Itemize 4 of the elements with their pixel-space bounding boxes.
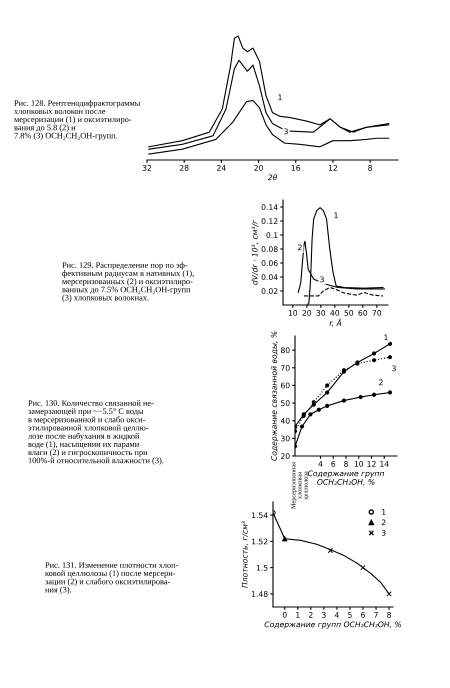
text: Рис. 130. Количество связанной не- замерзающей при ~−5.5° C воды в мерсеризованной и слабо окси- этилированной хлопковой целлю- лозе после набухания в жидкой воде (1), насыщении их парами влаги (2) и гигроскопичность при 100%-й относительной влажности (3).: [28, 400, 164, 465]
text: Рис. 131. Изменение плотности хлоп- ковой целлюлозы (1) после мерсери- зации (2) и слабого оксиэтилирова- ния (3).: [45, 562, 178, 594]
text: Рис. 129. Распределение пор по эф- фективным радиусам в нативных (1), мерсеризованных (2) и оксиэтилиро- ванных до 7.5% OCH₂CH₂OH-групп (3) хлопковых волокнах.: [62, 262, 194, 302]
text: Рис. 128. Рентгенодифрактограммы хлопковых волокон после мерсеризации (1) и оксиэтилиро- вания до 5.8 (2) и 7.8% (3) OCH₂CH₂OH-групп.: [14, 100, 140, 140]
